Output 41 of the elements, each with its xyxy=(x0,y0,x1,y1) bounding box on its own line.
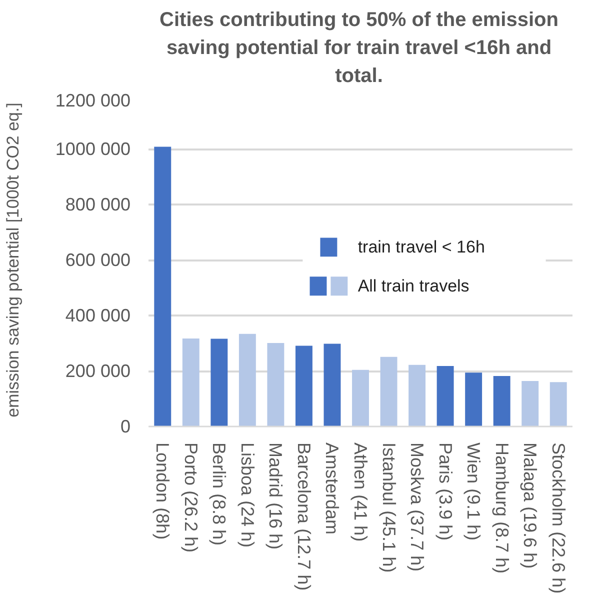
bar xyxy=(352,370,369,426)
y-tick-label: 400 000 xyxy=(65,306,131,326)
x-tick-label: Porto (26.2 h) xyxy=(180,442,201,553)
x-tick-label: Athen (41 h) xyxy=(350,442,370,542)
x-tick-label: Stockholm (22.6 h) xyxy=(548,442,568,594)
x-tick-label: Istanbul (45.1 h) xyxy=(378,442,399,573)
y-tick-label: 1000 000 xyxy=(55,139,130,159)
y-tick-label: 0 xyxy=(120,416,131,436)
bar xyxy=(380,356,398,426)
y-axis-title: emission saving potential [1000t CO2 eq.] xyxy=(3,102,22,418)
x-tick-label: Amsterdam xyxy=(322,442,342,535)
x-tick-label: Paris (3.9 h) xyxy=(435,442,456,541)
x-tick-label: Barcelona (12.7 h) xyxy=(294,442,314,591)
legend-label: All train travels xyxy=(358,276,470,296)
bar xyxy=(436,366,454,426)
bar xyxy=(154,146,172,426)
x-tick-label: Wien (9.1 h) xyxy=(464,442,484,541)
bar xyxy=(267,342,284,426)
legend-label: train travel < 16h xyxy=(358,238,485,257)
bar xyxy=(295,346,312,426)
bar xyxy=(238,334,256,426)
bar xyxy=(465,372,482,426)
x-tick-label: Malaga (19.6 h) xyxy=(520,442,540,569)
x-tick-label: Berlin (8.8 h) xyxy=(209,442,230,546)
y-tick-label: 1200 000 xyxy=(55,90,130,110)
y-tick-label: 600 000 xyxy=(65,250,131,270)
x-tick-label: Lisboa (24 h) xyxy=(237,442,258,548)
y-tick-label: 200 000 xyxy=(65,361,131,381)
bar xyxy=(408,364,426,426)
y-tick-label: 800 000 xyxy=(65,194,131,214)
bar xyxy=(522,380,539,426)
x-tick-label: London (8h) xyxy=(152,442,173,540)
bar xyxy=(493,376,510,426)
bar xyxy=(550,382,567,426)
bar xyxy=(210,338,228,426)
x-tick-label: Moskva (37.7 h) xyxy=(407,442,428,572)
bar xyxy=(324,344,341,426)
bar xyxy=(182,338,200,426)
x-tick-label: Hamburg (8.7 h) xyxy=(492,442,512,574)
x-tick-label: Madrid (16 h) xyxy=(266,442,286,550)
chart-title: Cities contributing to 50% of the emission saving potential for train travel <16h and total. xyxy=(158,8,560,89)
